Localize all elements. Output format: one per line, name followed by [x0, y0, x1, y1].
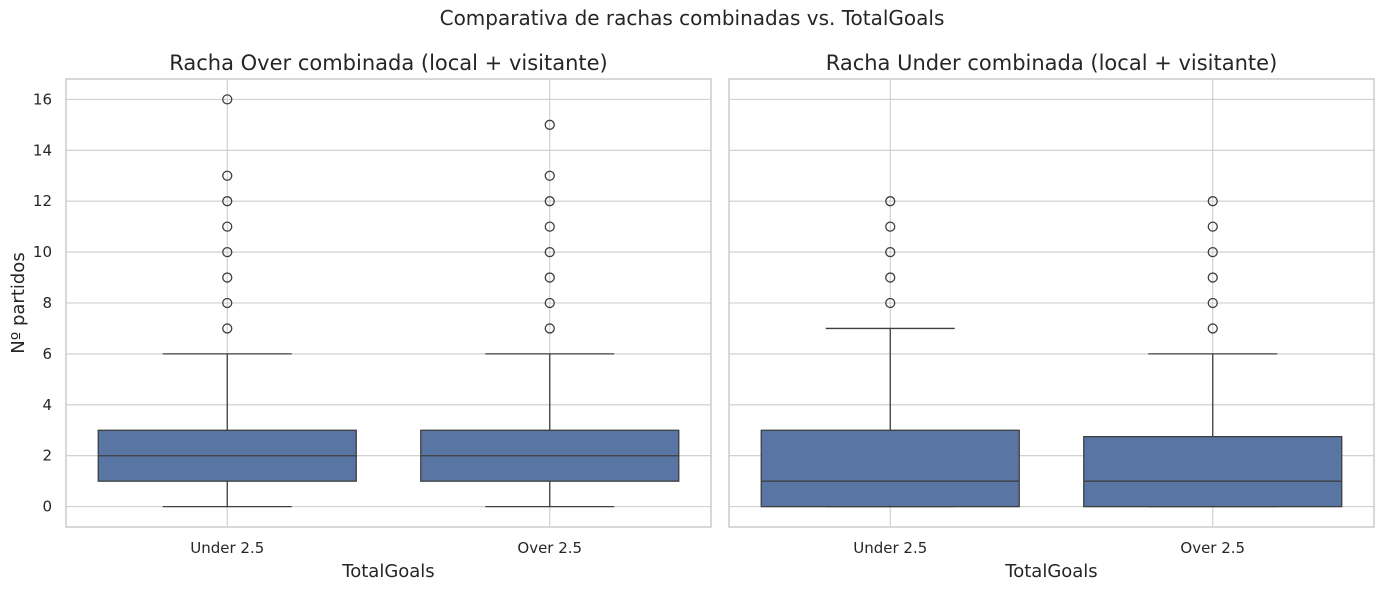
y-tick-label: 16 [33, 90, 52, 108]
outlier-point [544, 170, 555, 181]
outlier-point [222, 246, 233, 258]
outlier-point [885, 246, 896, 258]
panel-2: Under 2.5 Over 2.5 TotalGoals Racha Under c… [728, 51, 1375, 582]
x-tick-label: Over 2.5 [1180, 539, 1245, 557]
outlier-point [885, 272, 896, 283]
outlier-point [222, 94, 233, 105]
y-tick-label: 0 [42, 498, 52, 516]
y-tick-label: 4 [42, 396, 52, 414]
outlier-point [544, 119, 555, 130]
outlier-point [544, 297, 555, 309]
axes-frame [65, 78, 712, 528]
figure-title: Comparativa de rachas combinadas vs. Tot… [439, 6, 945, 30]
outlier-point [222, 323, 233, 334]
iqr-box [1083, 435, 1343, 508]
y-tick-label: 12 [33, 192, 52, 210]
outlier-point [1207, 221, 1218, 232]
outlier-point [1207, 297, 1218, 309]
panel-title: Racha Over combinada (local + visitante) [169, 51, 608, 75]
outlier-point [885, 221, 896, 232]
axes-frame [728, 78, 1375, 528]
outlier-point [885, 196, 896, 207]
outlier-point [222, 272, 233, 283]
x-tick-label: Under 2.5 [853, 539, 927, 557]
outlier-point [222, 221, 233, 232]
y-tick-label: 6 [42, 345, 52, 363]
y-tick-label: 8 [42, 294, 52, 312]
y-axis-title: Nº partidos [8, 252, 29, 353]
y-tick-label: 10 [33, 243, 52, 261]
outlier-point [544, 323, 555, 334]
iqr-box [760, 429, 1020, 508]
box-over-2-5 [420, 119, 680, 508]
box-over-2-5 [1083, 196, 1343, 508]
outlier-point [544, 221, 555, 232]
outlier-point [1207, 246, 1218, 258]
panel-title: Racha Under combinada (local + visitante… [826, 51, 1278, 75]
y-tick-label: 2 [42, 447, 52, 465]
outlier-point [1207, 323, 1218, 334]
x-tick-label: Under 2.5 [190, 539, 264, 557]
box-under-2-5 [97, 94, 357, 508]
outlier-point [544, 272, 555, 283]
x-axis-title: TotalGoals [341, 561, 434, 582]
x-tick-label: Over 2.5 [517, 539, 582, 557]
x-axis-title: TotalGoals [1004, 561, 1097, 582]
outlier-point [544, 196, 555, 207]
outlier-point [544, 246, 555, 258]
panel-1: 0 2 4 6 8 10 12 14 16 Under 2.5 Over 2.5 TotalGoals… [8, 51, 712, 582]
outlier-point [1207, 196, 1218, 207]
outlier-point [222, 196, 233, 207]
y-tick-label: 14 [33, 141, 52, 159]
outlier-point [885, 297, 896, 309]
outlier-point [222, 297, 233, 309]
outlier-point [1207, 272, 1218, 283]
box-under-2-5 [760, 196, 1020, 508]
outlier-point [222, 170, 233, 181]
